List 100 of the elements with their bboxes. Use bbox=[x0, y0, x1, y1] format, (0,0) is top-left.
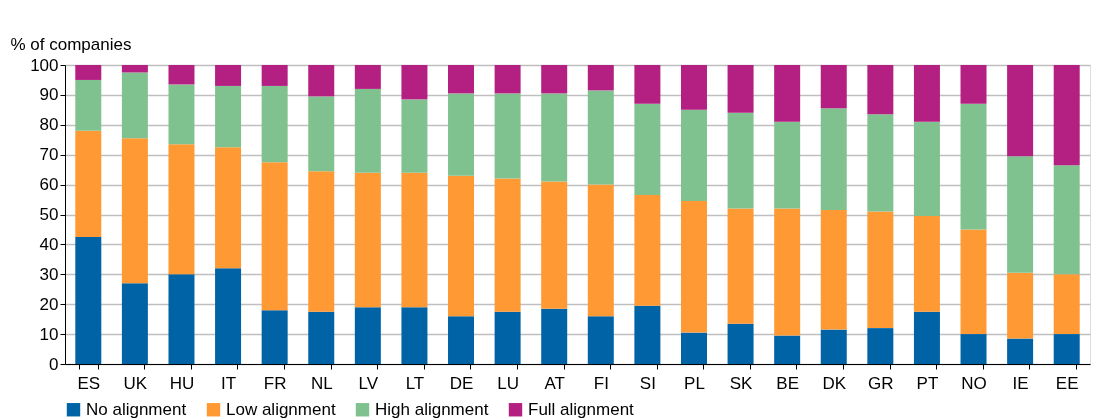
x-tick-label: EE bbox=[1055, 373, 1079, 393]
bar bbox=[1007, 272, 1034, 339]
bar bbox=[820, 210, 847, 330]
bar bbox=[960, 334, 987, 364]
bar bbox=[960, 65, 987, 104]
bar bbox=[960, 103, 987, 230]
bar bbox=[541, 181, 568, 309]
y-axis-title: % of companies bbox=[10, 34, 132, 54]
bar bbox=[308, 96, 335, 172]
x-tick-label: HU bbox=[169, 373, 195, 393]
bar bbox=[354, 307, 381, 364]
bar bbox=[541, 308, 568, 364]
y-tick-label: 100 bbox=[30, 55, 59, 75]
x-tick-label: SK bbox=[729, 373, 754, 393]
bar bbox=[75, 79, 102, 131]
x-tick-label: NL bbox=[310, 373, 333, 393]
x-tick-label: ES bbox=[77, 373, 101, 393]
x-tick-label: AT bbox=[544, 373, 565, 393]
bar bbox=[494, 178, 521, 312]
legend-label: Full alignment bbox=[528, 399, 635, 418]
bar bbox=[587, 316, 614, 364]
bar bbox=[401, 99, 428, 173]
bar bbox=[448, 65, 475, 94]
bar bbox=[913, 121, 940, 216]
bar bbox=[401, 307, 428, 364]
bar bbox=[587, 184, 614, 317]
bar bbox=[168, 144, 195, 275]
x-tick-label: LU bbox=[497, 373, 519, 393]
bar bbox=[1053, 334, 1080, 364]
bar bbox=[1007, 156, 1034, 273]
y-tick-label: 90 bbox=[39, 85, 59, 105]
bar bbox=[1007, 65, 1034, 157]
x-tick-label: GR bbox=[868, 373, 894, 393]
bar bbox=[727, 112, 754, 209]
y-tick-label: 40 bbox=[39, 234, 59, 254]
bar bbox=[913, 216, 940, 312]
bar bbox=[867, 65, 894, 115]
bar bbox=[121, 138, 148, 284]
bar bbox=[820, 108, 847, 211]
x-tick-label: FR bbox=[263, 373, 287, 393]
bar bbox=[261, 310, 288, 364]
bar bbox=[1053, 274, 1080, 335]
bar bbox=[401, 65, 428, 100]
bar bbox=[448, 316, 475, 364]
bar bbox=[727, 323, 754, 364]
legend-label: High alignment bbox=[375, 399, 489, 418]
bar bbox=[913, 311, 940, 364]
bar bbox=[541, 93, 568, 182]
y-tick-label: 30 bbox=[39, 264, 59, 284]
x-tick-label: FI bbox=[593, 373, 609, 393]
x-tick-label: PL bbox=[684, 373, 705, 393]
bar bbox=[867, 211, 894, 329]
x-tick-label: BE bbox=[776, 373, 799, 393]
bar bbox=[168, 274, 195, 364]
x-tick-label: DK bbox=[822, 373, 847, 393]
bar bbox=[1053, 165, 1080, 275]
legend-label: Low alignment bbox=[226, 399, 336, 418]
bar bbox=[634, 195, 661, 306]
legend-label: No alignment bbox=[86, 399, 187, 418]
bar bbox=[727, 208, 754, 324]
bar bbox=[634, 305, 661, 364]
y-tick-label: 50 bbox=[39, 205, 59, 224]
bar bbox=[774, 208, 801, 336]
y-tick-label: 70 bbox=[39, 145, 59, 165]
x-tick-label: UK bbox=[123, 373, 148, 393]
bar bbox=[867, 328, 894, 364]
bar bbox=[308, 65, 335, 97]
bar bbox=[820, 65, 847, 109]
bar bbox=[541, 65, 568, 94]
bar bbox=[867, 114, 894, 212]
bar bbox=[261, 85, 288, 163]
bar bbox=[680, 109, 707, 202]
x-tick-label: DE bbox=[449, 373, 474, 393]
bar bbox=[448, 93, 475, 176]
bar bbox=[354, 172, 381, 308]
x-tick-label: IE bbox=[1012, 373, 1029, 393]
bar bbox=[308, 171, 335, 312]
bar bbox=[215, 268, 242, 364]
bar bbox=[494, 65, 521, 94]
y-tick-label: 60 bbox=[39, 175, 59, 195]
bar bbox=[494, 93, 521, 179]
bar bbox=[121, 72, 148, 139]
x-tick-label: LT bbox=[405, 373, 425, 393]
x-tick-label: NO bbox=[961, 373, 987, 393]
bar bbox=[121, 65, 148, 73]
bar bbox=[168, 84, 195, 145]
bar bbox=[774, 65, 801, 122]
bar bbox=[215, 85, 242, 148]
bar bbox=[215, 65, 242, 86]
bar bbox=[354, 65, 381, 89]
bar bbox=[680, 332, 707, 364]
bar bbox=[401, 172, 428, 308]
bar bbox=[820, 329, 847, 364]
bar bbox=[774, 121, 801, 209]
bar bbox=[448, 175, 475, 317]
bar bbox=[913, 65, 940, 122]
bar bbox=[1007, 338, 1034, 364]
bar bbox=[494, 311, 521, 364]
x-tick-label: PT bbox=[916, 373, 939, 393]
bar bbox=[168, 65, 195, 85]
